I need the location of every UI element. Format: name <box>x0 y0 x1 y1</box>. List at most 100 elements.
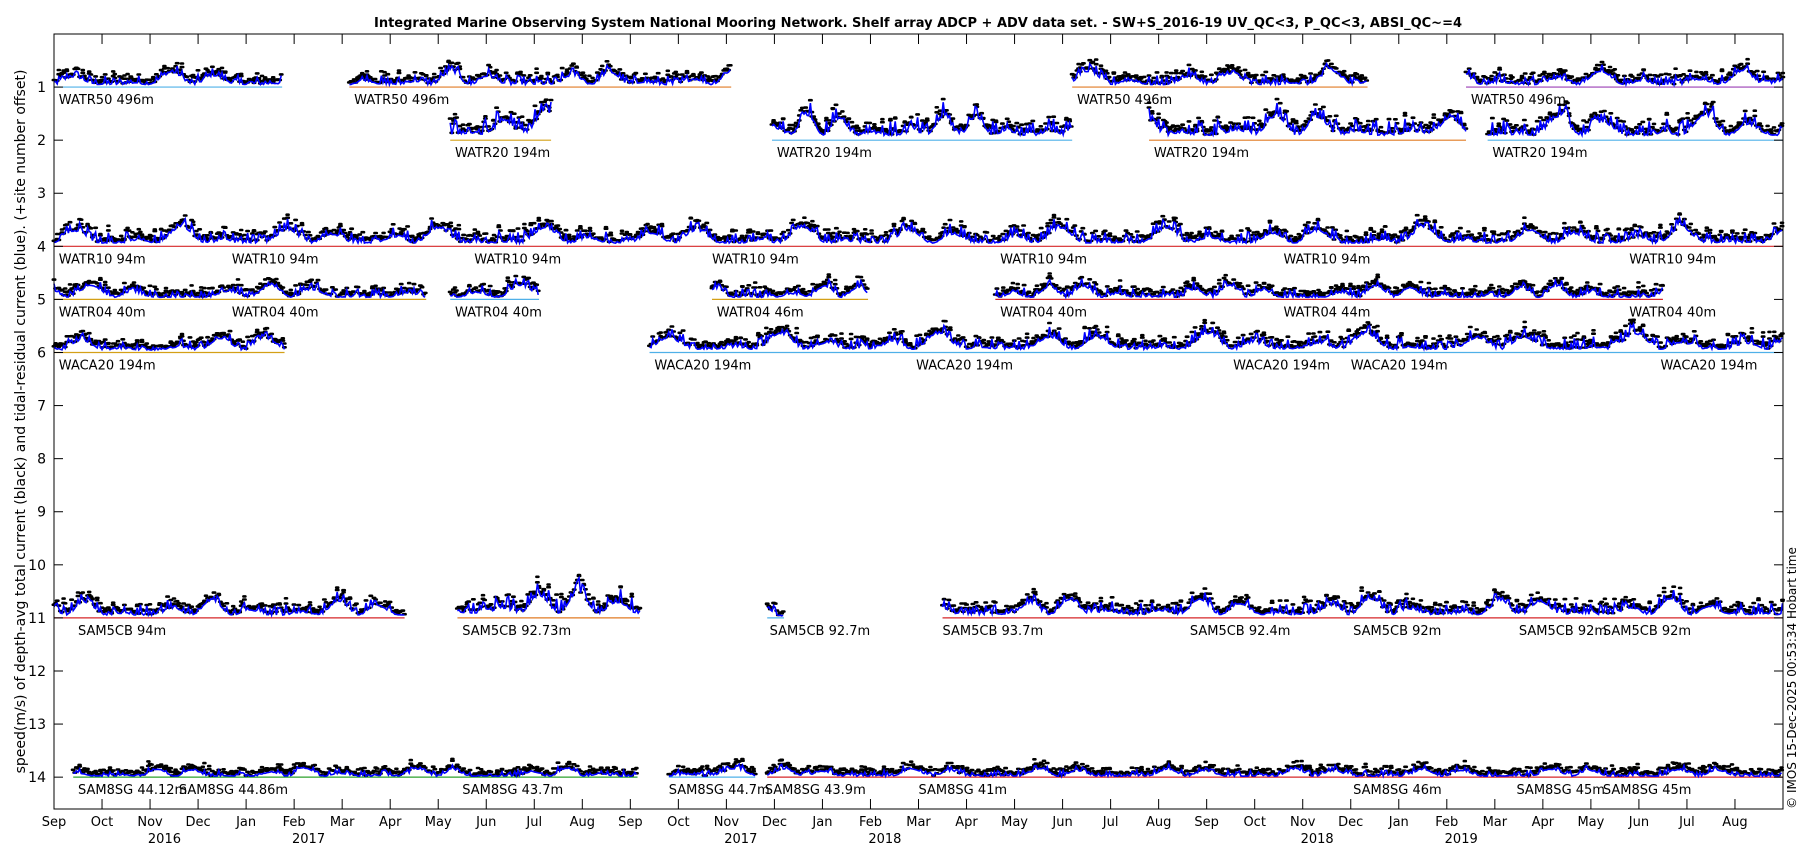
site-label: WATR10 94m <box>1284 252 1371 267</box>
site-label: SAM8SG 45m <box>1516 783 1605 798</box>
deployment-series <box>51 326 287 354</box>
y-tick-label: 14 <box>28 770 46 786</box>
residual-current-series <box>668 762 756 778</box>
residual-current-series <box>53 331 286 352</box>
deployment-series <box>447 274 541 301</box>
deployment-series <box>647 318 1785 354</box>
x-tick-label: Aug <box>570 815 595 830</box>
x-year-label: 2017 <box>292 832 325 847</box>
site-label: WATR04 40m <box>1629 305 1716 320</box>
site-label: WATR04 40m <box>59 305 146 320</box>
x-tick-label: Oct <box>667 815 689 830</box>
x-tick-label: Dec <box>1338 815 1363 830</box>
site-label: SAM8SG 45m <box>1603 783 1692 798</box>
y-tick-label: 10 <box>28 558 46 574</box>
y-tick-label: 8 <box>37 452 46 468</box>
site-label: WATR10 94m <box>1629 252 1716 267</box>
site-label: WATR20 194m <box>1154 146 1249 161</box>
residual-current-series <box>53 66 282 87</box>
deployment-series <box>51 61 284 88</box>
residual-current-series <box>766 603 784 617</box>
credit-text: © IMOS 15-Dec-2025 00:53:34 Hobart time <box>1785 547 1799 809</box>
x-tick-label: Sep <box>42 815 67 830</box>
residual-current-series <box>1071 61 1367 88</box>
y-tick-label: 6 <box>37 345 46 361</box>
x-tick-label: May <box>1577 815 1604 830</box>
deployment-series <box>51 212 1785 247</box>
x-tick-label: Dec <box>186 815 211 830</box>
y-tick-label: 1 <box>37 80 46 96</box>
site-label: WATR10 94m <box>474 252 561 267</box>
y-tick-label: 2 <box>37 133 46 149</box>
x-year-label: 2018 <box>868 832 901 847</box>
site-label: WATR10 94m <box>232 252 319 267</box>
site-label: SAM8SG 43.9m <box>765 783 866 798</box>
site-label: WATR20 194m <box>455 146 550 161</box>
x-tick-label: Oct <box>91 815 113 830</box>
residual-current-series <box>1487 103 1783 139</box>
site-label: SAM5CB 92.7m <box>770 624 871 639</box>
x-tick-label: Feb <box>1435 815 1458 830</box>
y-axis-label: speed(m/s) of depth-avg total current (b… <box>13 70 29 774</box>
site-label: WACA20 194m <box>1233 358 1330 373</box>
x-tick-label: Jul <box>525 815 542 830</box>
x-tick-label: Oct <box>1243 815 1265 830</box>
site-label: WATR10 94m <box>59 252 146 267</box>
deployment-series <box>940 585 1785 619</box>
x-axis: Sep Oct Nov Dec Jan Feb Mar Apr May Jun Jul Aug Sep O… <box>42 34 1748 847</box>
residual-current-series <box>53 591 405 618</box>
site-label: SAM8SG 44.86m <box>179 783 288 798</box>
deployment-series <box>1463 57 1786 88</box>
residual-current-series <box>53 280 426 300</box>
residual-current-series <box>450 276 539 299</box>
deployment-series <box>769 97 1074 141</box>
deployment-series <box>70 757 639 779</box>
x-year-label: 2018 <box>1301 832 1334 847</box>
site-label: WATR10 94m <box>712 252 799 267</box>
site-label: WATR50 496m <box>59 93 154 108</box>
deployment-series <box>51 276 428 301</box>
deployment-series <box>346 59 733 88</box>
total-current-series <box>70 757 639 777</box>
deployment-series <box>764 601 786 619</box>
y-tick-label: 3 <box>37 186 46 202</box>
y-tick-label: 7 <box>37 399 46 415</box>
residual-current-series <box>53 214 1783 246</box>
x-tick-label: Jan <box>811 815 832 830</box>
x-tick-label: Mar <box>906 815 931 830</box>
deployment-series <box>1485 100 1785 141</box>
x-year-label: 2016 <box>148 832 181 847</box>
x-tick-label: Nov <box>714 815 740 830</box>
residual-current-series <box>1465 63 1784 88</box>
y-tick-label: 5 <box>37 292 46 308</box>
y-tick-label: 12 <box>28 664 46 680</box>
residual-current-series <box>994 277 1664 300</box>
site-label: WACA20 194m <box>59 358 156 373</box>
x-tick-label: Jan <box>1388 815 1409 830</box>
x-tick-label: Mar <box>1483 815 1508 830</box>
total-current-series <box>764 758 1785 777</box>
site-label: WATR20 194m <box>1492 146 1587 161</box>
site-label: SAM8SG 44.12m <box>78 783 187 798</box>
site-label: SAM5CB 92.4m <box>1190 624 1291 639</box>
data-layer <box>51 57 1786 779</box>
x-tick-label: Apr <box>379 815 402 830</box>
site-label: SAM5CB 92m <box>1603 624 1691 639</box>
residual-current-series <box>941 590 1784 618</box>
site-label: WATR04 40m <box>1000 305 1087 320</box>
x-tick-label: Jun <box>475 815 496 830</box>
residual-current-series <box>649 321 1783 353</box>
x-tick-label: Feb <box>283 815 306 830</box>
site-label: SAM5CB 92m <box>1519 624 1607 639</box>
x-tick-label: Dec <box>762 815 787 830</box>
x-tick-label: Jul <box>1678 815 1695 830</box>
x-tick-label: Aug <box>1722 815 1747 830</box>
site-label: SAM8SG 41m <box>919 783 1008 798</box>
x-tick-label: Sep <box>1194 815 1219 830</box>
y-tick-label: 11 <box>28 611 46 627</box>
site-label: WATR10 94m <box>1000 252 1087 267</box>
y-tick-label: 9 <box>37 505 46 521</box>
deployment-series <box>709 273 870 301</box>
